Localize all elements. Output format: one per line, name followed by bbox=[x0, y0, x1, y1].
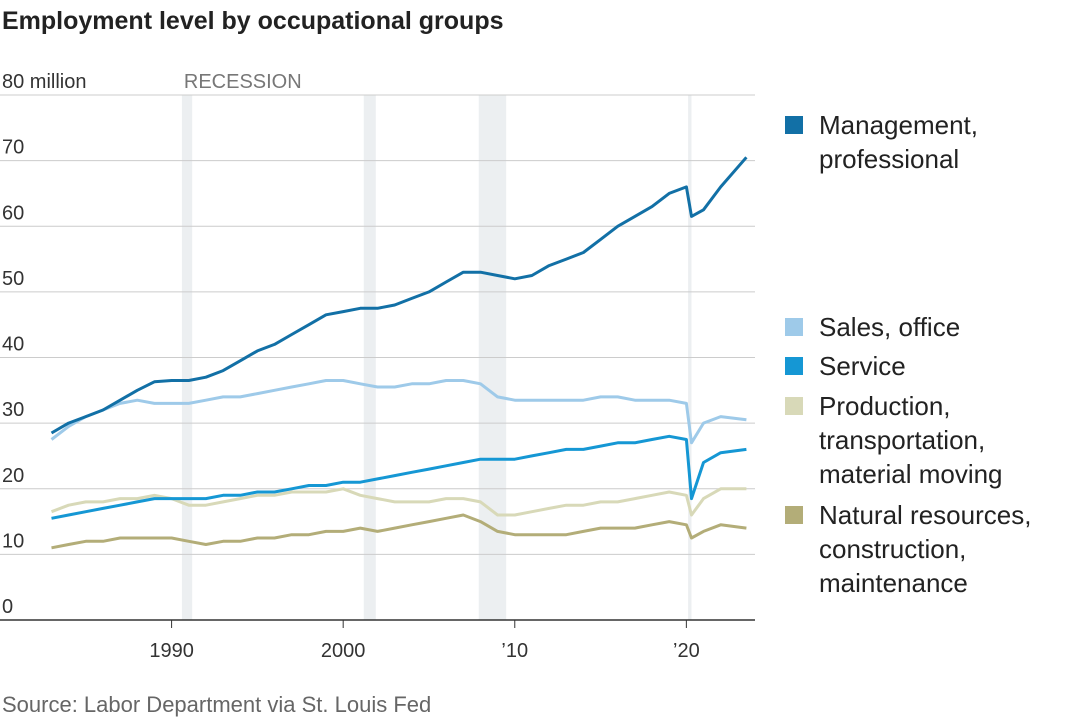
series-line bbox=[51, 513, 747, 550]
legend-label: Service bbox=[819, 351, 906, 381]
legend-label: Sales, office bbox=[819, 312, 961, 342]
source: Source: Labor Department via St. Louis F… bbox=[2, 692, 431, 717]
y-tick-label: 20 bbox=[2, 465, 24, 487]
y-tick-label: 80 million bbox=[2, 71, 86, 93]
series-line bbox=[50, 379, 747, 445]
x-tick-label: 1990 bbox=[149, 640, 194, 662]
legend-swatch bbox=[785, 397, 803, 415]
series-line bbox=[50, 156, 748, 435]
legend-item: Service bbox=[785, 349, 1075, 383]
y-tick-label: 60 bbox=[2, 202, 24, 224]
x-tick-label: ’10 bbox=[501, 640, 528, 662]
chart-title: Employment level by occupational groups bbox=[2, 7, 504, 35]
legend-label: Management, professional bbox=[819, 110, 978, 174]
legend-label: Production, transportation, material mov… bbox=[819, 391, 1003, 489]
y-tick-label: 40 bbox=[2, 334, 24, 356]
series-line bbox=[50, 487, 747, 517]
x-tick-label: ’20 bbox=[673, 640, 700, 662]
y-tick-label: 0 bbox=[2, 596, 13, 618]
y-tick-label: 30 bbox=[2, 399, 24, 421]
legend-swatch bbox=[785, 116, 803, 134]
legend-item: Natural resources, construction, mainten… bbox=[785, 498, 1075, 600]
legend-swatch bbox=[785, 357, 803, 375]
legend-swatch bbox=[785, 318, 803, 336]
y-tick-label: 70 bbox=[2, 137, 24, 159]
legend-item: Management, professional bbox=[785, 108, 1075, 176]
annotation: RECESSION bbox=[184, 71, 302, 93]
legend-swatch bbox=[785, 506, 803, 524]
legend-item: Sales, office bbox=[785, 310, 1075, 344]
x-tick-label: 2000 bbox=[321, 640, 366, 662]
series-line bbox=[51, 434, 747, 520]
y-tick-label: 10 bbox=[2, 530, 24, 552]
legend-item: Production, transportation, material mov… bbox=[785, 389, 1075, 491]
y-tick-label: 50 bbox=[2, 268, 24, 290]
legend-label: Natural resources, construction, mainten… bbox=[819, 500, 1032, 598]
